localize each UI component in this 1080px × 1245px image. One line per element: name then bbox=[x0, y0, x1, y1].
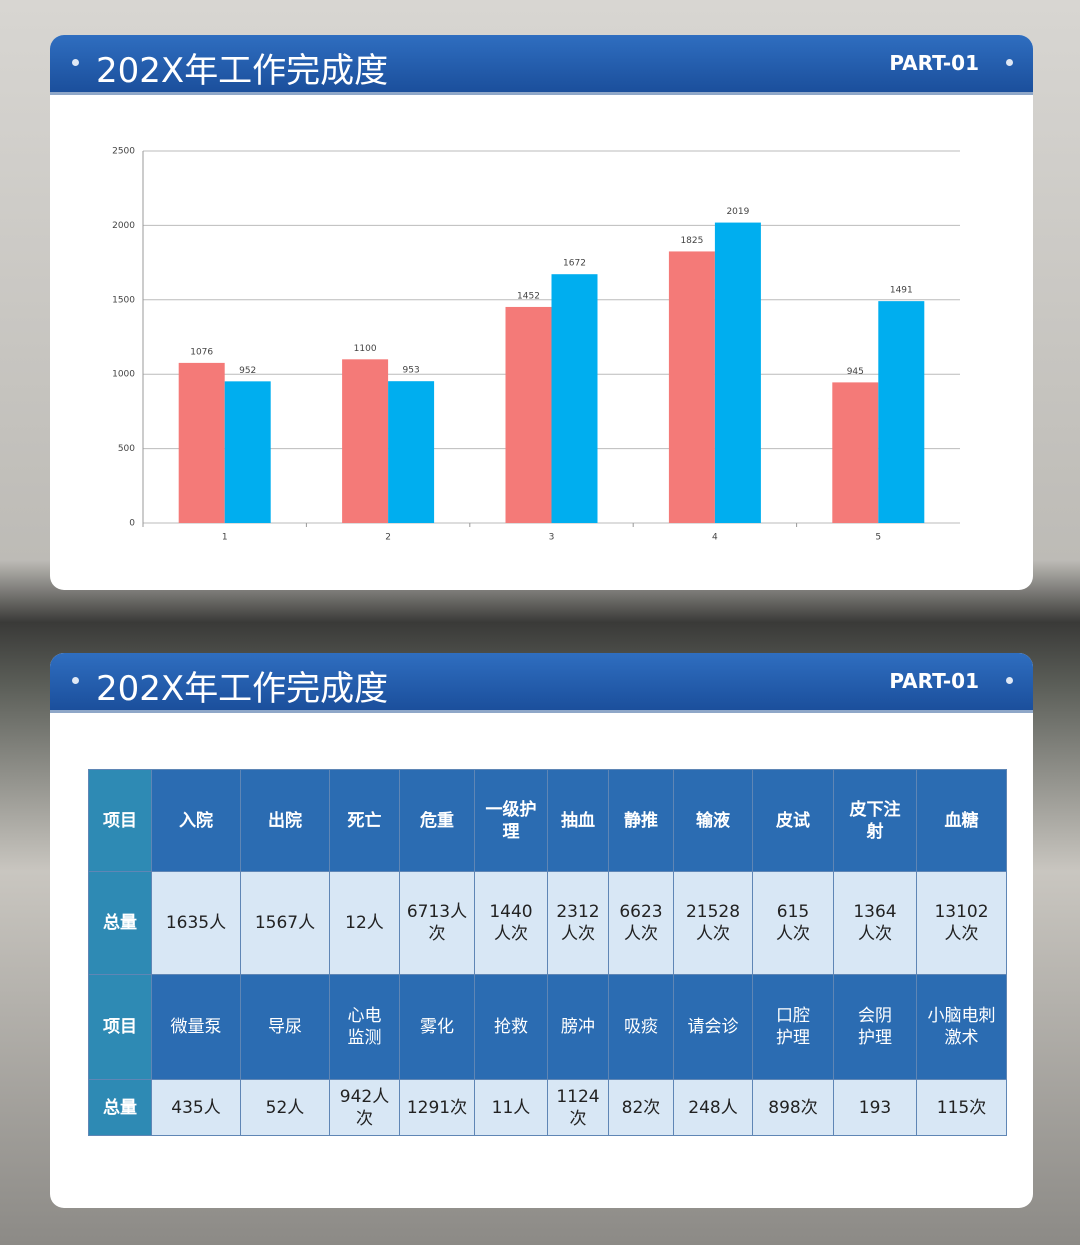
header-cell: 死亡 bbox=[329, 769, 400, 872]
value-cell: 21528 人次 bbox=[673, 871, 753, 975]
value-label: 953 bbox=[403, 366, 420, 376]
value-cell: 435人 bbox=[151, 1079, 241, 1136]
header-cell: 口腔 护理 bbox=[752, 974, 834, 1080]
header-cell: 雾化 bbox=[399, 974, 475, 1080]
value-cell: 1567人 bbox=[240, 871, 330, 975]
value-cell: 1291次 bbox=[399, 1079, 475, 1136]
y-tick-label: 1000 bbox=[112, 370, 135, 380]
y-tick-label: 2500 bbox=[112, 147, 135, 157]
header-cell: 输液 bbox=[673, 769, 753, 872]
header-cell: 危重 bbox=[399, 769, 475, 872]
header-cell: 血糖 bbox=[916, 769, 1007, 872]
value-cell: 1124 次 bbox=[547, 1079, 609, 1136]
y-tick-label: 1500 bbox=[112, 295, 135, 305]
header-cell: 心电 监测 bbox=[329, 974, 400, 1080]
header-cell: 入院 bbox=[151, 769, 241, 872]
value-label: 1076 bbox=[190, 347, 213, 357]
x-tick-label: 4 bbox=[712, 533, 718, 543]
header-cell: 吸痰 bbox=[608, 974, 674, 1080]
chart-slide: 202X年工作完成度 PART-01 0 500 1000 1500 2000 2500 1 1… bbox=[50, 35, 1033, 590]
value-cell: 2312 人次 bbox=[547, 871, 609, 975]
header-cell: 膀冲 bbox=[547, 974, 609, 1080]
bar bbox=[388, 381, 435, 523]
bar bbox=[342, 359, 389, 523]
value-label: 945 bbox=[847, 367, 864, 377]
x-tick-label: 2 bbox=[385, 533, 391, 543]
y-tick-label: 2000 bbox=[112, 221, 135, 231]
header-cell: 抢救 bbox=[474, 974, 548, 1080]
header-cell: 出院 bbox=[240, 769, 330, 872]
header-cell: 静推 bbox=[608, 769, 674, 872]
value-cell: 898次 bbox=[752, 1079, 834, 1136]
bar bbox=[551, 274, 598, 523]
value-cell: 11人 bbox=[474, 1079, 548, 1136]
value-cell: 82次 bbox=[608, 1079, 674, 1136]
part-label: PART-01 bbox=[889, 51, 979, 75]
header-cell: 抽血 bbox=[547, 769, 609, 872]
value-cell: 942人 次 bbox=[329, 1079, 400, 1136]
table-row: 项目 入院 出院 死亡 危重 一级护 理抽血 静推 输液 皮试 皮下注 射血糖 bbox=[88, 769, 1007, 872]
y-tick-label: 500 bbox=[118, 444, 135, 454]
y-tick-label: 0 bbox=[129, 519, 135, 529]
header-cell: 小脑电刺 激术 bbox=[916, 974, 1007, 1080]
table-slide: 202X年工作完成度 PART-01 项目 入院 出院 死亡 危重 一级护 理抽血 静推 输液皮… bbox=[50, 653, 1033, 1208]
table-row: 总量 1635人 1567人 12人 6713人 次 1440 人次 2312 人次 6623… bbox=[88, 871, 1007, 975]
bar bbox=[178, 362, 225, 523]
value-cell: 193 bbox=[833, 1079, 917, 1136]
value-cell: 248人 bbox=[673, 1079, 753, 1136]
data-table: 项目 入院 出院 死亡 危重 一级护 理抽血 静推 输液 皮试 皮下注 射血糖 总量 1635人 156… bbox=[88, 769, 1007, 1136]
bar bbox=[878, 301, 925, 523]
slide-title: 202X年工作完成度 bbox=[96, 669, 389, 709]
row-label: 总量 bbox=[88, 871, 152, 975]
value-label: 1491 bbox=[890, 286, 913, 296]
value-cell: 6713人 次 bbox=[399, 871, 475, 975]
value-cell: 615 人次 bbox=[752, 871, 834, 975]
bar bbox=[505, 306, 552, 523]
row-label: 项目 bbox=[88, 974, 152, 1080]
value-label: 952 bbox=[239, 366, 256, 376]
bar bbox=[714, 222, 761, 523]
x-tick-label: 1 bbox=[222, 533, 228, 543]
bar bbox=[668, 251, 715, 523]
value-cell: 13102 人次 bbox=[916, 871, 1007, 975]
part-label: PART-01 bbox=[889, 669, 979, 693]
value-cell: 52人 bbox=[240, 1079, 330, 1136]
chart: 0 500 1000 1500 2000 2500 1 1076 952 2 1100 953 3 145… bbox=[112, 147, 960, 543]
value-label: 1672 bbox=[563, 259, 586, 269]
slide-header: 202X年工作完成度 PART-01 bbox=[50, 653, 1033, 713]
value-cell: 1635人 bbox=[151, 871, 241, 975]
value-cell: 115次 bbox=[916, 1079, 1007, 1136]
bar bbox=[832, 382, 879, 523]
value-cell: 1440 人次 bbox=[474, 871, 548, 975]
bar bbox=[224, 381, 271, 523]
x-tick-label: 5 bbox=[875, 533, 881, 543]
value-label: 1100 bbox=[354, 344, 377, 354]
header-cell: 皮下注 射 bbox=[833, 769, 917, 872]
row-label: 项目 bbox=[88, 769, 152, 872]
x-tick-label: 3 bbox=[549, 533, 555, 543]
header-cell: 一级护 理 bbox=[474, 769, 548, 872]
table-row: 总量 435人 52人 942人 次 1291次 11人 1124 次 82次 248人 898次… bbox=[88, 1079, 1007, 1136]
table-row: 项目 微量泵 导尿 心电 监测 雾化 抢救 膀冲 吸痰 请会诊 口腔 护理 会阴 护理 小脑电刺 激术 bbox=[88, 974, 1007, 1080]
value-label: 1825 bbox=[680, 236, 703, 246]
header-cell: 请会诊 bbox=[673, 974, 753, 1080]
row-label: 总量 bbox=[88, 1079, 152, 1136]
value-cell: 6623 人次 bbox=[608, 871, 674, 975]
header-cell: 皮试 bbox=[752, 769, 834, 872]
value-label: 1452 bbox=[517, 291, 540, 301]
slide-header: 202X年工作完成度 PART-01 bbox=[50, 35, 1033, 95]
value-cell: 12人 bbox=[329, 871, 400, 975]
slide-title: 202X年工作完成度 bbox=[96, 51, 389, 91]
header-cell: 会阴 护理 bbox=[833, 974, 917, 1080]
header-cell: 导尿 bbox=[240, 974, 330, 1080]
value-label: 2019 bbox=[726, 207, 749, 217]
header-cell: 微量泵 bbox=[151, 974, 241, 1080]
value-cell: 1364 人次 bbox=[833, 871, 917, 975]
